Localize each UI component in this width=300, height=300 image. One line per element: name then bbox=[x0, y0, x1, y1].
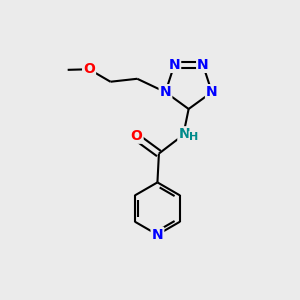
Text: O: O bbox=[62, 72, 63, 73]
Text: N: N bbox=[206, 85, 218, 99]
Text: N: N bbox=[169, 58, 180, 72]
Text: N: N bbox=[197, 58, 209, 72]
Text: N: N bbox=[178, 127, 190, 141]
Text: N: N bbox=[160, 85, 171, 99]
Text: N: N bbox=[152, 228, 163, 242]
Text: H: H bbox=[189, 132, 198, 142]
Text: O: O bbox=[131, 129, 142, 143]
Text: O: O bbox=[83, 62, 95, 76]
